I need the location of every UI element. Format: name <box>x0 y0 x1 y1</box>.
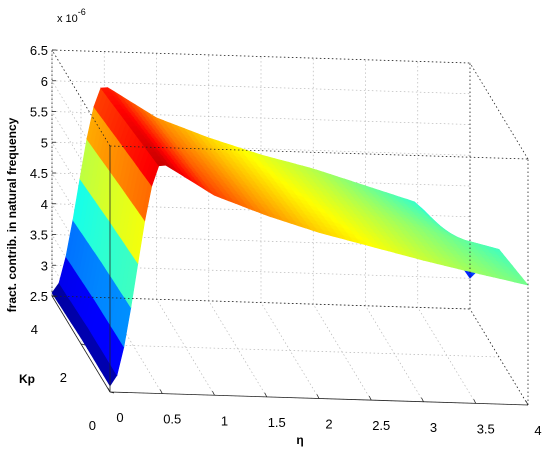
y-tick-mark <box>80 343 86 346</box>
x-tick-label: 0.5 <box>163 412 181 427</box>
x-tick-mark <box>212 391 215 396</box>
x-tick-mark <box>368 395 372 401</box>
axis-edge <box>109 145 529 160</box>
grid-line <box>51 80 471 95</box>
axis-edge <box>469 62 529 160</box>
z-tick-label: 5.5 <box>30 105 48 120</box>
z-tick-label: 3.5 <box>30 228 48 243</box>
grid-line <box>156 53 215 396</box>
y-tick-mark <box>109 391 115 394</box>
z-axis-label: fract. contrib. in natural frequency <box>5 117 19 312</box>
x-axis-label: η <box>296 433 303 447</box>
x-tick-label: 0 <box>116 410 123 425</box>
x-tick-mark <box>316 394 320 399</box>
x-tick-mark <box>525 400 529 406</box>
z-multiplier: x 10-6 <box>57 7 86 25</box>
x-tick-mark <box>159 389 163 394</box>
z-tick-label: 5 <box>41 135 48 150</box>
z-tick-label: 6.5 <box>30 43 48 58</box>
y-tick-label: 4 <box>31 322 38 337</box>
axis-edge <box>51 49 471 64</box>
z-tick-label: 4 <box>41 197 48 212</box>
y-axis-label: Kp <box>19 372 35 386</box>
z-tick-label: 6 <box>41 74 48 89</box>
axis-edge <box>51 49 111 147</box>
x-tick-mark <box>107 387 111 393</box>
axes-box <box>51 49 529 406</box>
x-tick-label: 3.5 <box>477 421 495 436</box>
x-tick-label: 1 <box>221 413 228 428</box>
axis-edge <box>51 295 471 310</box>
grid-line <box>208 54 268 398</box>
x-tick-mark <box>421 397 424 402</box>
grid-line <box>51 141 471 156</box>
y-tick-label: 0 <box>89 418 96 433</box>
z-tick-label: 4.5 <box>30 166 48 181</box>
z-tick-label: 2.5 <box>30 289 48 304</box>
x-tick-mark <box>264 392 268 398</box>
grid-line <box>469 63 529 406</box>
axis-edge <box>469 308 529 406</box>
tick-labels: 0 0.5 1 1.5 2 2.5 3 3.5 4 0 2 4 2.5 3 3.5 4 4.5 5 5.5 6 6.5 <box>30 43 542 438</box>
x-tick-label: 1.5 <box>268 415 286 430</box>
x-tick-label: 3 <box>430 420 437 435</box>
z-tick-label: 3 <box>41 258 48 273</box>
surface-patch <box>517 279 529 286</box>
y-tick-label: 2 <box>60 370 67 385</box>
x-tick-label: 2 <box>325 417 332 432</box>
surface <box>51 87 529 387</box>
grid-line <box>51 111 111 208</box>
x-tick-mark <box>473 399 477 404</box>
x-tick-label: 2.5 <box>372 418 390 433</box>
grid-line <box>51 264 471 279</box>
x-tick-label: 4 <box>534 423 541 438</box>
